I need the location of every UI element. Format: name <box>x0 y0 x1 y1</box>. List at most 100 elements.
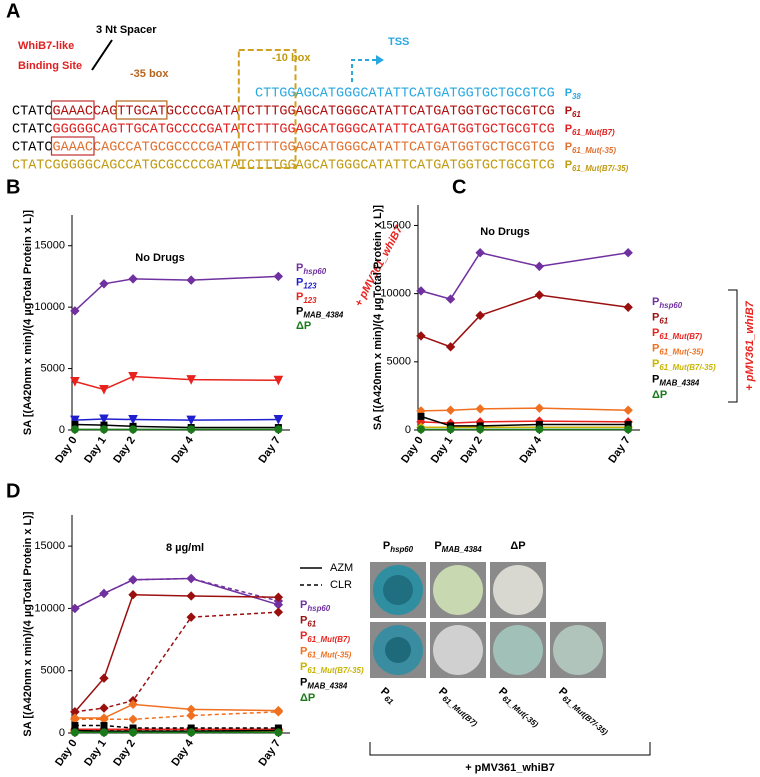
marker <box>417 412 425 420</box>
marker <box>186 415 196 426</box>
marker <box>446 425 455 434</box>
marker <box>416 425 425 434</box>
legend-entry: ΔP <box>300 692 315 704</box>
marker <box>186 375 196 385</box>
legend-entry: Phsp60 <box>652 296 683 310</box>
y-tick-label: 0 <box>405 424 411 436</box>
marker <box>128 274 138 284</box>
sequence: GGGGGCAGTTGCATGCCCCGATATCTTTGGAGCATGGGCA… <box>53 123 555 138</box>
panel-letter: A <box>6 0 20 22</box>
legend-entry: P61_Mut(B7/-35) <box>300 661 364 675</box>
panel-letter: B <box>6 176 20 198</box>
tss-label: TSS <box>388 36 409 48</box>
marker <box>623 405 633 415</box>
marker <box>70 376 80 387</box>
sequence-label: P38 <box>565 87 582 101</box>
marker <box>100 722 108 730</box>
legend-style-label: CLR <box>330 579 352 591</box>
y-tick-label: 10000 <box>34 602 65 614</box>
y-axis-label: SA [(A420nm x min)/(4 µgTotal Protein x … <box>22 210 34 435</box>
x-tick-label: Day 2 <box>111 435 138 466</box>
sequence-label: P61_Mut(-35) <box>565 141 617 155</box>
sequence-box <box>50 136 95 156</box>
marker <box>70 425 79 434</box>
legend-entry: PMAB_4384 <box>652 373 700 387</box>
marker <box>623 248 633 258</box>
plate-label: P61_Mut(B7/-35) <box>555 685 613 737</box>
x-tick-label: Day 7 <box>257 435 284 466</box>
marker <box>99 703 109 713</box>
marker <box>186 573 196 584</box>
marker <box>99 425 108 434</box>
legend-entry: P61 <box>652 311 668 325</box>
tss-arrow <box>351 59 378 82</box>
plate-footer: + pMV361_whiB7 <box>465 762 555 774</box>
marker <box>128 699 138 710</box>
x-tick-label: Day 0 <box>399 435 426 466</box>
chart-title: 8 µg/ml <box>166 542 204 554</box>
marker <box>623 302 633 312</box>
spacer-label: 3 Nt Spacer <box>96 24 157 36</box>
marker <box>274 728 283 737</box>
marker <box>186 710 196 721</box>
marker <box>99 673 109 683</box>
legend-entry: PMAB_4384 <box>300 676 348 690</box>
marker <box>70 306 80 316</box>
legend-entry: ΔP <box>652 389 667 401</box>
legend-style-label: AZM <box>330 562 353 574</box>
marker <box>71 722 79 730</box>
sequence: GAAACCAGCCATGCGCCCCGATATCTTTGGAGCATGGGCA… <box>53 141 555 156</box>
y-tick-label: 0 <box>59 727 65 739</box>
y-tick-label: 5000 <box>387 356 411 368</box>
x-tick-label: Day 4 <box>518 434 545 466</box>
marker <box>128 714 138 725</box>
marker <box>273 415 284 425</box>
sequence-prefix: CTATC <box>12 141 53 156</box>
marker <box>273 707 284 717</box>
marker <box>535 425 544 434</box>
bracket <box>728 289 738 403</box>
binding-site-label: Binding Site <box>18 60 82 72</box>
plate-images <box>369 562 651 756</box>
plate-label: PMAB_4384 <box>434 540 482 554</box>
sequence-prefix: CTATC <box>12 105 53 120</box>
marker <box>99 728 108 737</box>
x-tick-label: Day 0 <box>53 435 80 466</box>
marker <box>70 728 79 737</box>
y-tick-label: 10000 <box>34 301 65 313</box>
marker <box>273 375 284 386</box>
spacer-pointer <box>91 39 113 71</box>
marker <box>416 331 426 341</box>
legend-entry: P61_Mut(-35) <box>300 645 352 659</box>
marker <box>129 425 138 434</box>
legend-entry: P123 <box>296 291 317 305</box>
y-axis-label: SA [(A420nm x min)/(4 µgTotal Protein x … <box>22 511 34 736</box>
legend-entry: P61_Mut(B7/-35) <box>652 358 716 372</box>
marker <box>128 415 138 425</box>
marker <box>445 405 456 415</box>
y-tick-label: 15000 <box>34 240 65 252</box>
marker <box>273 271 284 282</box>
marker <box>416 286 426 296</box>
marker <box>70 603 80 614</box>
x-tick-label: Day 1 <box>82 435 109 466</box>
marker <box>274 425 283 434</box>
marker <box>476 425 485 434</box>
series-line <box>74 593 279 713</box>
marker <box>99 279 109 289</box>
marker <box>187 425 196 434</box>
legend-entry: Phsp60 <box>296 262 327 276</box>
marker <box>475 310 485 321</box>
sequence-label: P61_Mut(B7/-35) <box>565 159 629 173</box>
y-axis-label: SA [(A420nm x min)/(4 µgTotal Protein x … <box>372 205 384 430</box>
marker <box>534 261 545 272</box>
y-tick-label: 5000 <box>41 665 65 677</box>
panel-letter: D <box>6 480 20 502</box>
sequence: GAAACCAGTTGCATGCCCCGATATCTTTGGAGCATGGGCA… <box>53 105 555 120</box>
annotation: + pMV361_whiB7 <box>744 300 756 390</box>
plate-label: ΔP <box>510 540 525 552</box>
marker <box>186 591 196 601</box>
box35-label: -35 box <box>130 68 169 80</box>
